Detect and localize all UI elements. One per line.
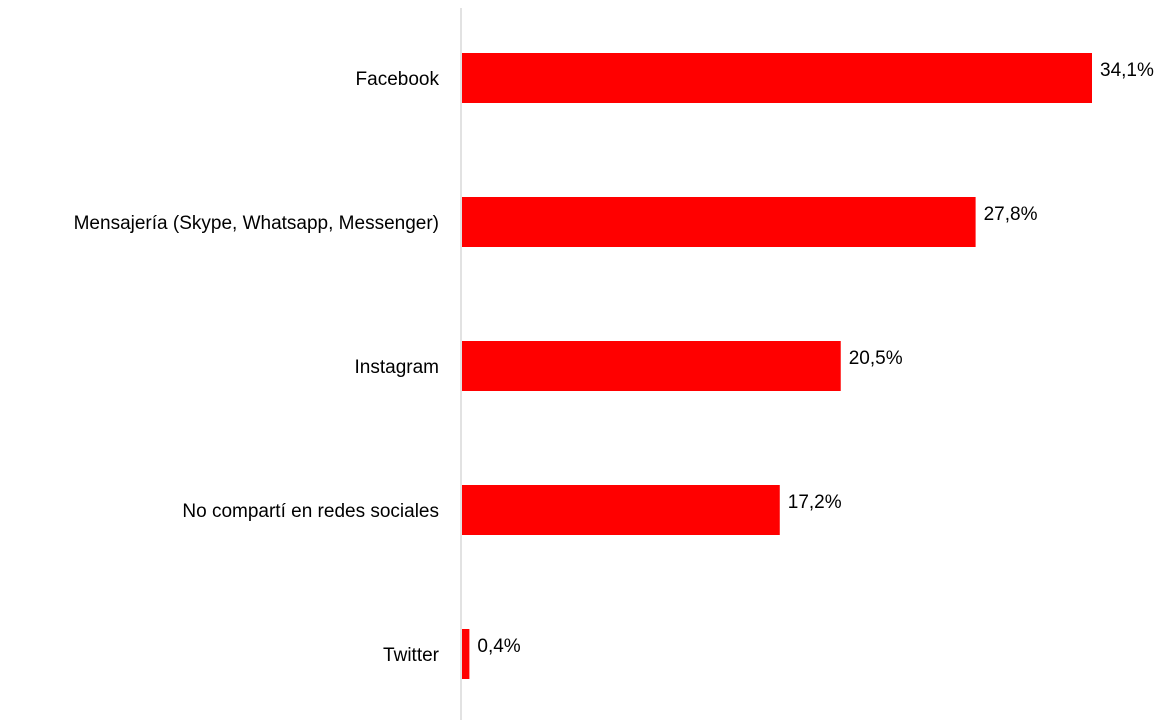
category-label-0: Facebook <box>356 69 440 90</box>
bar-0 <box>462 53 1092 103</box>
bar-4 <box>462 629 470 679</box>
value-label-0: 34,1% <box>1100 60 1154 81</box>
bar-3 <box>462 485 780 535</box>
value-label-4: 0,4% <box>477 636 520 657</box>
bar-2 <box>462 341 841 391</box>
category-label-1: Mensajería (Skype, Whatsapp, Messenger) <box>74 213 439 234</box>
bar-1 <box>462 197 976 247</box>
category-labels-group: Facebook Mensajería (Skype, Whatsapp, Mes… <box>74 69 440 666</box>
value-labels-group: 34,1% 27,8% 20,5% 17,2% 0,4% <box>477 60 1154 657</box>
category-label-2: Instagram <box>355 357 439 378</box>
value-label-1: 27,8% <box>984 204 1038 225</box>
category-label-4: Twitter <box>383 645 440 666</box>
category-label-3: No compartí en redes sociales <box>182 501 439 522</box>
bars-group <box>462 53 1092 679</box>
value-label-2: 20,5% <box>849 348 903 369</box>
value-label-3: 17,2% <box>788 492 842 513</box>
